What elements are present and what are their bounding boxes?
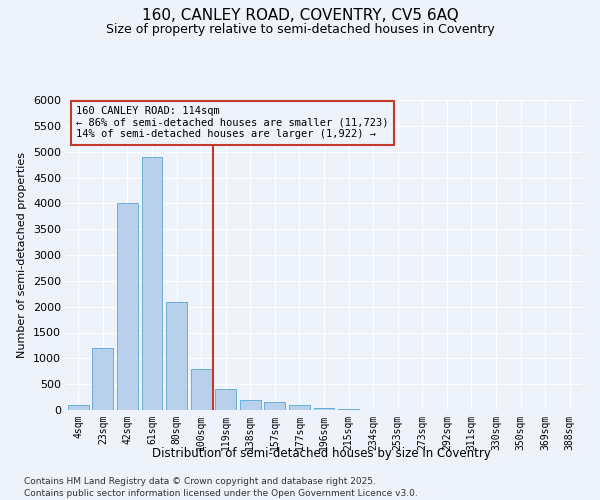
Bar	[117, 204, 138, 410]
Text: 160 CANLEY ROAD: 114sqm
← 86% of semi-detached houses are smaller (11,723)
14% o: 160 CANLEY ROAD: 114sqm ← 86% of semi-de…	[76, 106, 389, 140]
Bar	[289, 405, 310, 410]
Text: Contains HM Land Registry data © Crown copyright and database right 2025.: Contains HM Land Registry data © Crown c…	[24, 478, 376, 486]
Bar	[265, 402, 286, 410]
Text: Contains public sector information licensed under the Open Government Licence v3: Contains public sector information licen…	[24, 489, 418, 498]
Y-axis label: Number of semi-detached properties: Number of semi-detached properties	[17, 152, 28, 358]
Bar	[92, 348, 113, 410]
Bar	[142, 157, 163, 410]
Text: Size of property relative to semi-detached houses in Coventry: Size of property relative to semi-detach…	[106, 22, 494, 36]
Bar	[215, 390, 236, 410]
Text: 160, CANLEY ROAD, COVENTRY, CV5 6AQ: 160, CANLEY ROAD, COVENTRY, CV5 6AQ	[142, 8, 458, 22]
Bar	[191, 368, 212, 410]
Bar	[314, 408, 334, 410]
Bar	[68, 405, 89, 410]
Bar	[166, 302, 187, 410]
Text: Distribution of semi-detached houses by size in Coventry: Distribution of semi-detached houses by …	[152, 448, 490, 460]
Bar	[240, 400, 261, 410]
